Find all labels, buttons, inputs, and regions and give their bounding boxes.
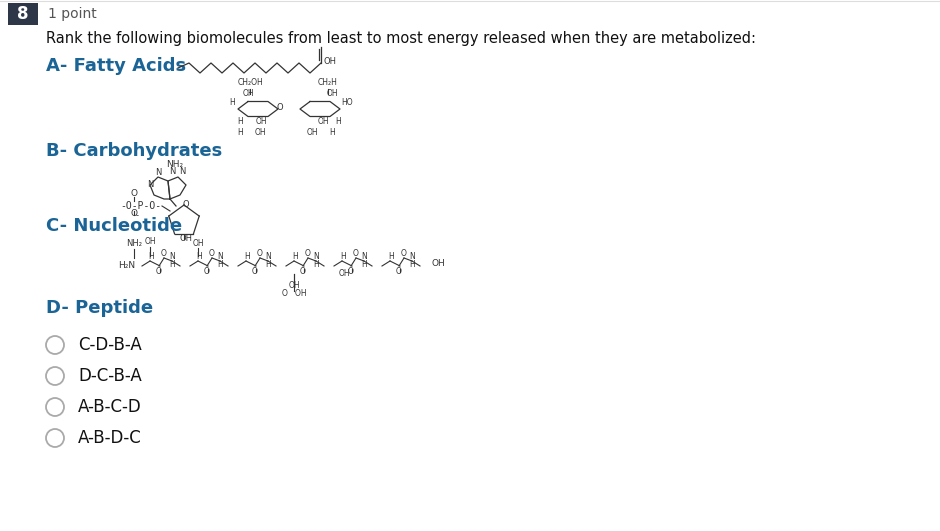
Text: CH₂H: CH₂H <box>318 78 338 87</box>
Text: OH: OH <box>326 89 337 98</box>
Text: O: O <box>131 209 137 218</box>
Text: H: H <box>169 260 175 269</box>
Text: H: H <box>217 260 223 269</box>
Text: OH: OH <box>289 281 300 290</box>
Text: CH₂OH: CH₂OH <box>237 78 263 87</box>
Text: A- Fatty Acids: A- Fatty Acids <box>46 57 186 75</box>
Text: OH: OH <box>255 117 267 126</box>
Text: OH: OH <box>338 269 350 278</box>
Text: H: H <box>244 252 250 261</box>
Text: HO: HO <box>341 98 352 107</box>
Text: O: O <box>306 249 311 258</box>
Text: N: N <box>361 252 367 261</box>
Text: H: H <box>265 260 271 269</box>
FancyBboxPatch shape <box>8 3 38 25</box>
Text: H: H <box>388 252 394 261</box>
Text: H: H <box>329 128 335 137</box>
Text: D- Peptide: D- Peptide <box>46 299 153 317</box>
Text: NH₂: NH₂ <box>166 160 183 169</box>
Text: -O-P-O-: -O-P-O- <box>120 201 161 211</box>
Text: H: H <box>237 117 243 126</box>
Text: OH: OH <box>243 89 254 98</box>
Text: O: O <box>348 267 354 276</box>
Text: NH₂: NH₂ <box>126 239 142 248</box>
Text: C-D-B-A: C-D-B-A <box>78 336 142 354</box>
Text: H: H <box>313 260 319 269</box>
Text: O: O <box>156 267 162 276</box>
Text: -: - <box>136 211 139 220</box>
Text: 8: 8 <box>17 5 29 23</box>
Text: Rank the following biomolecules from least to most energy released when they are: Rank the following biomolecules from lea… <box>46 31 756 47</box>
Text: O: O <box>161 249 167 258</box>
Text: O: O <box>204 267 210 276</box>
Text: H: H <box>149 252 154 261</box>
Text: N: N <box>169 252 175 261</box>
Text: OH: OH <box>432 259 446 268</box>
Text: A-B-D-C: A-B-D-C <box>78 429 142 447</box>
Text: OH: OH <box>180 234 193 243</box>
Text: A-B-C-D: A-B-C-D <box>78 398 142 416</box>
Text: N: N <box>147 180 153 189</box>
Text: OH: OH <box>324 57 337 66</box>
Text: H: H <box>409 260 415 269</box>
Text: O: O <box>353 249 359 258</box>
Text: H: H <box>237 128 243 137</box>
Text: N: N <box>155 168 161 177</box>
Text: OH: OH <box>254 128 266 137</box>
Text: O: O <box>131 189 137 198</box>
Text: D-C-B-A: D-C-B-A <box>78 367 142 385</box>
Text: N: N <box>169 167 175 176</box>
Text: O: O <box>300 267 306 276</box>
Text: O: O <box>276 104 283 113</box>
Text: H₂N: H₂N <box>118 261 135 270</box>
Text: OH: OH <box>306 128 318 137</box>
Text: N: N <box>217 252 223 261</box>
Text: N: N <box>409 252 415 261</box>
Text: H: H <box>340 252 346 261</box>
Text: N: N <box>313 252 319 261</box>
Text: OH: OH <box>317 117 329 126</box>
Text: O   OH: O OH <box>282 289 306 298</box>
Text: O: O <box>182 200 189 209</box>
Text: H: H <box>361 260 367 269</box>
Text: OH: OH <box>192 239 204 248</box>
Text: B- Carbohydrates: B- Carbohydrates <box>46 142 222 160</box>
Text: O: O <box>252 267 258 276</box>
Text: H: H <box>196 252 202 261</box>
Text: N: N <box>179 167 185 176</box>
Text: O: O <box>401 249 407 258</box>
Text: C- Nucleotide: C- Nucleotide <box>46 217 182 235</box>
Text: O: O <box>209 249 215 258</box>
Text: 1 point: 1 point <box>48 7 97 21</box>
Text: O: O <box>396 267 402 276</box>
Text: O: O <box>257 249 263 258</box>
Text: N: N <box>265 252 271 261</box>
Text: OH: OH <box>144 237 156 246</box>
Text: H: H <box>336 117 341 126</box>
Text: H: H <box>292 252 298 261</box>
Text: H: H <box>229 98 235 107</box>
